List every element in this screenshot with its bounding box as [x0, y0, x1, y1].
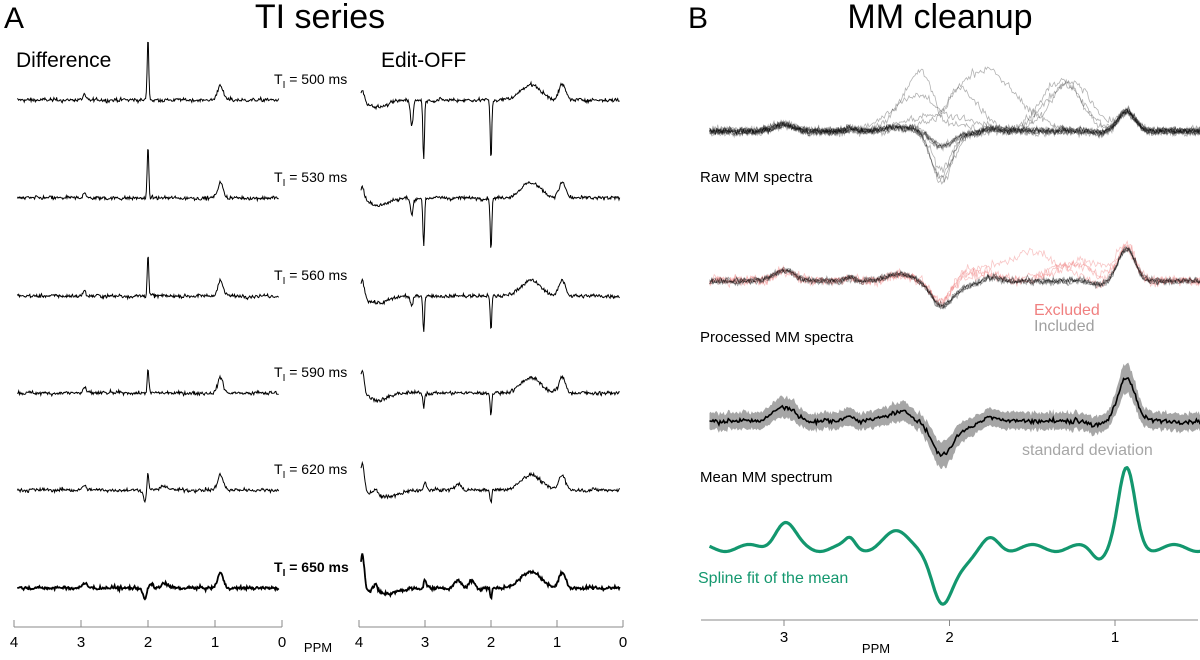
- tick-label: 2: [144, 634, 152, 651]
- difference-trace: [16, 571, 280, 601]
- raw-mm-trace: [709, 82, 1200, 148]
- ti-label: TI = 560 ms: [274, 267, 347, 287]
- raw-mm-trace: [709, 109, 1200, 150]
- panel-b-letter: B: [688, 2, 708, 35]
- difference-traces: [16, 41, 280, 601]
- panel-b-title: MM cleanup: [847, 0, 1032, 36]
- tick-label: 4: [355, 634, 363, 651]
- tick-label: 3: [421, 634, 429, 651]
- excluded-trace: [709, 244, 1200, 304]
- panel-a-letter: A: [4, 2, 24, 35]
- included-trace: [709, 245, 1200, 310]
- raw-mm-trace: [709, 110, 1200, 179]
- raw-mm-trace: [709, 77, 1200, 149]
- difference-trace: [16, 41, 280, 105]
- ti-label: TI = 650 ms: [274, 559, 349, 579]
- raw-mm-trace: [709, 92, 1200, 138]
- included-trace: [709, 247, 1200, 309]
- excluded-trace: [709, 240, 1200, 307]
- spline-label: Spline fit of the mean: [698, 570, 848, 587]
- edit-off-trace: [360, 80, 620, 160]
- tick-label: 0: [278, 634, 286, 651]
- legend-excluded: Excluded: [1034, 302, 1100, 319]
- panel-a-title: TI series: [255, 0, 385, 36]
- included-trace: [709, 245, 1200, 307]
- difference-trace: [16, 256, 280, 301]
- edit-off-x-axis: 4 3 2 1 0: [355, 620, 627, 651]
- panel-b-x-axis-title: PPM: [862, 641, 890, 656]
- tick-label: 2: [945, 629, 953, 646]
- ti-label: TI = 620 ms: [274, 461, 347, 481]
- tick-label: 1: [211, 634, 219, 651]
- ti-labels: TI = 500 ms TI = 530 ms TI = 560 ms TI = 59…: [274, 71, 349, 579]
- included-trace: [709, 247, 1200, 308]
- excluded-trace: [709, 243, 1200, 309]
- edit-off-trace: [360, 460, 621, 505]
- edit-off-trace: [360, 553, 621, 601]
- tick-label: 3: [780, 629, 788, 646]
- raw-mm-trace: [709, 110, 1200, 150]
- difference-x-axis: 4 3 2 1 0: [10, 620, 286, 651]
- raw-mm-trace: [709, 109, 1200, 151]
- difference-trace: [17, 369, 279, 398]
- tick-label: 0: [619, 634, 627, 651]
- raw-mm-trace: [709, 107, 1200, 152]
- ti-label: TI = 500 ms: [274, 71, 347, 91]
- tick-label: 4: [10, 634, 18, 651]
- included-trace: [709, 246, 1200, 310]
- spline-line: [708, 466, 1200, 606]
- edit-off-trace: [360, 369, 620, 416]
- difference-title: Difference: [16, 49, 111, 72]
- tick-label: 2: [487, 634, 495, 651]
- std-band-label: standard deviation: [1022, 442, 1153, 459]
- edit-off-title: Edit-OFF: [381, 49, 466, 72]
- difference-trace: [16, 149, 279, 203]
- ti-label: TI = 530 ms: [274, 169, 347, 189]
- raw-mm-trace: [709, 107, 1200, 183]
- raw-mm-trace: [709, 78, 1200, 185]
- tick-label: 3: [77, 634, 85, 651]
- tick-label: 1: [553, 634, 561, 651]
- panel-b-x-axis: 3 2 1: [701, 619, 1198, 646]
- std-band: [709, 362, 1200, 469]
- included-trace: [709, 247, 1200, 310]
- raw-mm-trace: [709, 68, 1200, 139]
- raw-mm-traces: [709, 66, 1200, 185]
- raw-mm-label: Raw MM spectra: [700, 169, 813, 186]
- mean-line: [709, 377, 1200, 458]
- legend-included: Included: [1034, 318, 1095, 335]
- tick-label: 1: [1111, 629, 1119, 646]
- difference-trace: [16, 472, 280, 504]
- raw-mm-trace: [709, 66, 1200, 137]
- raw-mm-trace: [709, 111, 1200, 173]
- ti-label: TI = 590 ms: [274, 364, 347, 384]
- edit-off-traces: [360, 80, 621, 601]
- edit-off-trace: [360, 181, 621, 248]
- raw-mm-trace: [709, 85, 1200, 137]
- mean-mm-spectrum: [709, 362, 1200, 469]
- processed-mm-label: Processed MM spectra: [700, 329, 854, 346]
- mean-mm-label: Mean MM spectrum: [700, 469, 833, 486]
- spline-fit: [708, 466, 1200, 606]
- processed-mm-traces: [709, 240, 1200, 310]
- panel-a-x-axis-title: PPM: [304, 640, 332, 655]
- excluded-trace: [709, 244, 1200, 303]
- edit-off-trace: [360, 278, 620, 332]
